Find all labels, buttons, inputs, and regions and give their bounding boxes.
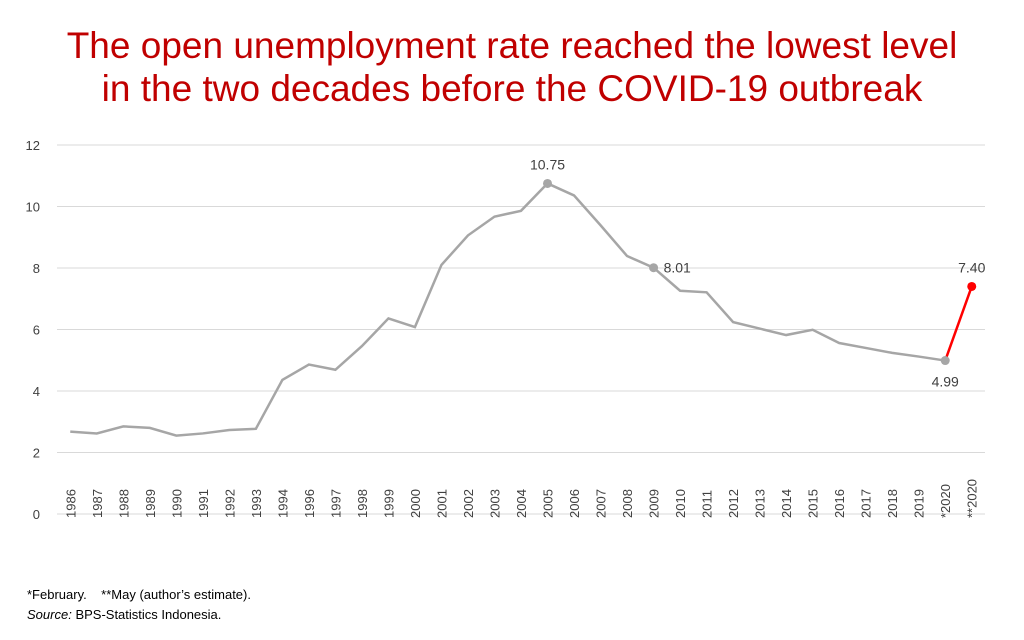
x-tick-label: 1996 (302, 489, 317, 518)
x-tick-label: 2012 (726, 489, 741, 518)
x-tick-label: 2006 (567, 489, 582, 518)
x-tick-label: 2016 (832, 489, 847, 518)
x-tick-label: 2003 (487, 489, 502, 518)
x-tick-label: 2013 (753, 489, 768, 518)
line (70, 181, 946, 437)
chart-title: The open unemployment rate reached the l… (67, 25, 958, 66)
y-tick-label: 10 (26, 200, 40, 215)
x-tick-label: 2005 (541, 489, 556, 518)
x-tick-label: 1991 (196, 489, 211, 518)
x-tick-label: 2011 (700, 490, 715, 518)
highlight-line (944, 286, 973, 361)
x-tick-label: 1986 (63, 489, 78, 518)
x-tick-label: 2017 (859, 489, 874, 518)
x-tick-label: 2014 (779, 489, 794, 518)
x-tick-label: 2018 (885, 489, 900, 518)
x-tick-label: 2015 (806, 489, 821, 518)
y-tick-label: 2 (33, 446, 40, 461)
x-tick-label: 2010 (673, 489, 688, 518)
value-label: 7.40 (958, 259, 985, 275)
x-tick-label: 1994 (275, 489, 290, 518)
x-tick-label: 2008 (620, 489, 635, 518)
chart-title: in the two decades before the COVID-19 o… (102, 68, 923, 109)
x-tick-label: 2004 (514, 489, 529, 518)
x-tick-label: 2007 (594, 489, 609, 518)
x-tick-label: 1992 (222, 489, 237, 518)
x-tick-label: 2002 (461, 489, 476, 518)
point-marker (967, 281, 977, 291)
y-tick-label: 12 (26, 138, 40, 153)
y-tick-label: 8 (33, 261, 40, 276)
source-label: Source: (27, 607, 72, 622)
value-label: 10.75 (530, 156, 565, 172)
source-text: BPS-Statistics Indonesia. (75, 607, 221, 622)
x-tick-label: *2020 (938, 484, 953, 518)
y-tick-label: 6 (33, 323, 40, 338)
x-tick-label: 1990 (169, 489, 184, 518)
x-tick-label: **2020 (965, 479, 980, 518)
x-tick-label: 2009 (647, 489, 662, 518)
x-tick-label: 2001 (434, 489, 449, 518)
x-tick-label: 1988 (116, 489, 131, 518)
x-tick-label: 1997 (328, 489, 343, 518)
source: Source: BPS-Statistics Indonesia. (27, 607, 221, 622)
y-tick-label: 4 (33, 384, 40, 399)
value-label: 4.99 (932, 374, 959, 390)
point-marker (940, 356, 950, 366)
x-tick-label: 1989 (143, 489, 158, 518)
point-marker (649, 263, 659, 273)
x-tick-label: 2000 (408, 489, 423, 518)
value-label: 8.01 (664, 260, 691, 276)
y-tick-label: 0 (33, 507, 40, 522)
point-marker (543, 178, 553, 188)
x-tick-label: 1993 (249, 489, 264, 518)
x-tick-label: 1999 (381, 489, 396, 518)
footnote: *February. **May (author’s estimate). (27, 587, 251, 602)
x-tick-label: 1987 (90, 489, 105, 518)
x-tick-label: 1998 (355, 489, 370, 518)
x-tick-label: 2019 (912, 489, 927, 518)
